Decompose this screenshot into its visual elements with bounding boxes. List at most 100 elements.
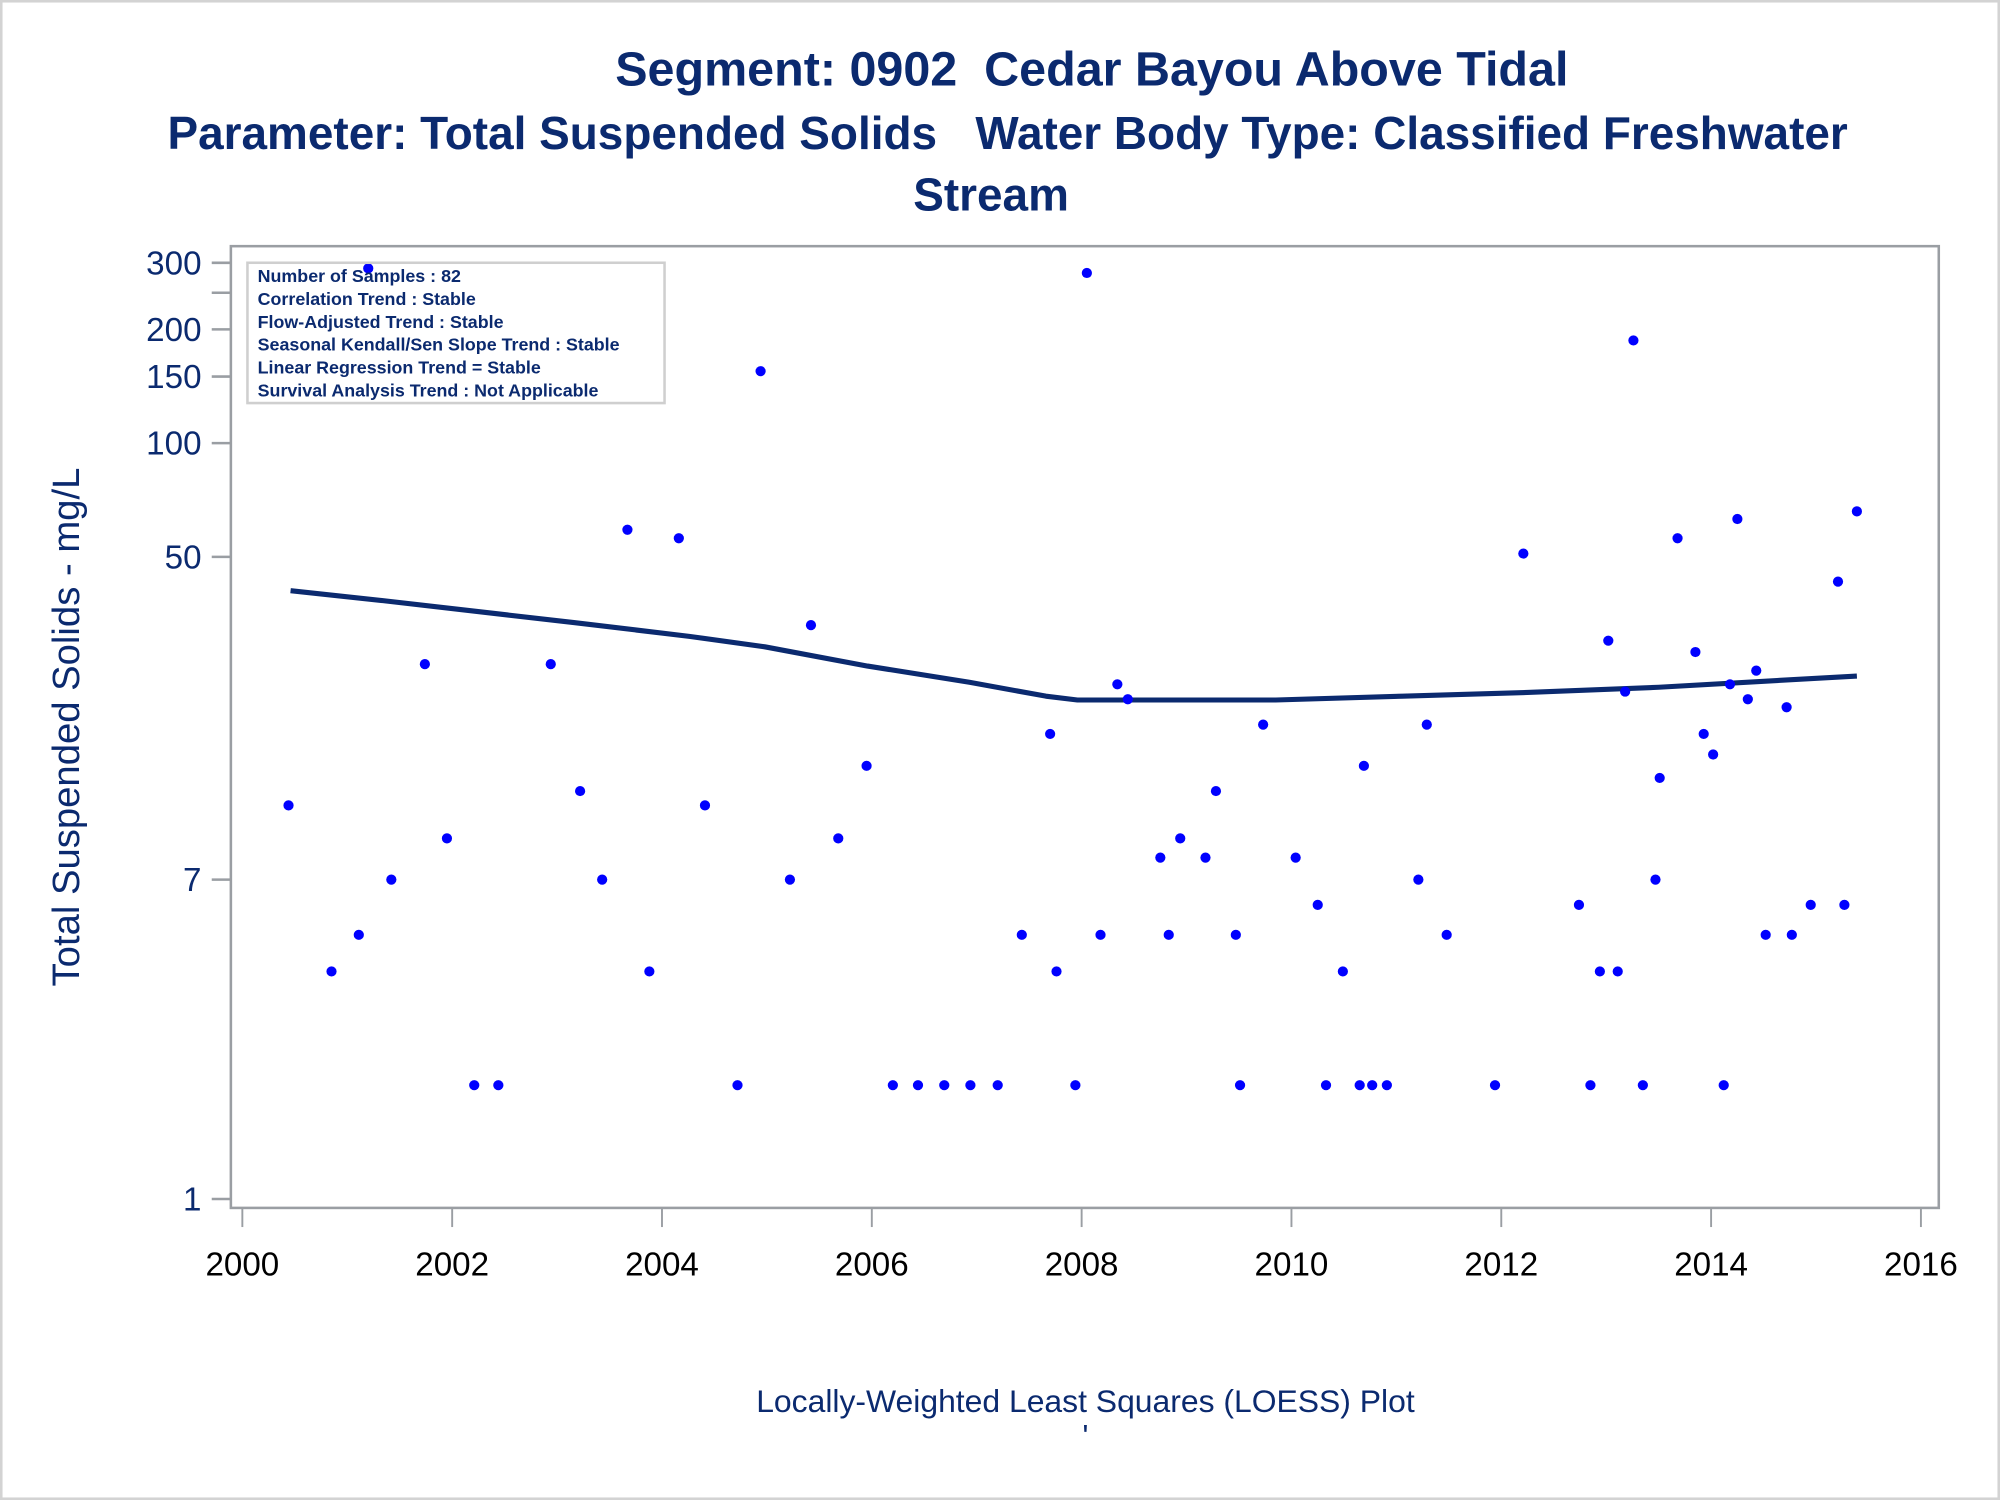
data-point	[1200, 852, 1211, 863]
x-tick-label: 2014	[1674, 1247, 1748, 1284]
data-point	[1690, 646, 1701, 658]
y-tick-label: 150	[146, 359, 201, 396]
x-tick-label: 2008	[1045, 1247, 1119, 1284]
data-point	[1851, 506, 1862, 517]
data-point	[575, 785, 586, 797]
data-point	[1367, 1080, 1378, 1091]
data-point	[1781, 702, 1792, 713]
data-point	[1312, 899, 1323, 910]
inset-line: Survival Analysis Trend : Not Applicable	[258, 381, 599, 401]
sample-points	[283, 263, 1862, 1091]
x-tick-label: 2000	[205, 1247, 279, 1284]
x-tick-label: 2006	[835, 1247, 909, 1284]
data-point	[1698, 728, 1709, 740]
data-point	[1122, 694, 1133, 705]
y-axis-label: Total Suspended Solids - mg/L	[45, 468, 88, 987]
data-point	[1612, 966, 1623, 977]
data-point	[419, 659, 430, 670]
data-point	[1708, 749, 1719, 760]
data-point	[699, 800, 711, 811]
data-point	[965, 1080, 976, 1091]
data-point	[1650, 874, 1661, 885]
data-point	[1112, 679, 1123, 690]
data-point	[622, 524, 633, 535]
x-tick-label: 2016	[1884, 1247, 1958, 1284]
y-tick-label: 100	[146, 426, 201, 463]
data-point	[326, 966, 337, 977]
data-point	[1095, 929, 1106, 940]
inset-line: Number of Samples : 82	[258, 266, 461, 286]
plot-area	[229, 244, 1941, 1210]
data-point	[1290, 852, 1301, 863]
data-point	[1210, 785, 1222, 797]
data-point	[1603, 635, 1614, 646]
data-point	[1594, 966, 1605, 977]
data-point	[1805, 899, 1816, 910]
x-axis: 2000 2002 2004 2006 2008 2010 2012 2014 2016	[205, 1207, 1958, 1284]
stats-inset: Number of Samples : 82 Correlation Trend…	[246, 261, 666, 405]
data-point	[755, 366, 766, 377]
data-point	[1320, 1080, 1332, 1091]
data-point	[1230, 929, 1241, 940]
inset-line: Seasonal Kendall/Sen Slope Trend : Stabl…	[258, 335, 620, 355]
data-point	[1081, 267, 1092, 279]
data-point	[1337, 966, 1348, 977]
y-tick-label: 1	[183, 1181, 201, 1218]
data-point	[1628, 335, 1639, 346]
data-point	[1585, 1080, 1596, 1091]
data-point	[805, 620, 817, 631]
inset-line: Linear Regression Trend = Stable	[258, 358, 541, 378]
data-point	[1839, 899, 1850, 910]
inset-line: Flow-Adjusted Trend : Stable	[258, 312, 504, 332]
data-point	[1381, 1080, 1392, 1091]
footnote-mark: '	[1082, 1417, 1088, 1453]
data-point	[441, 833, 453, 844]
data-point	[1234, 1080, 1246, 1091]
data-point	[784, 874, 796, 885]
data-point	[644, 966, 655, 977]
data-point	[1175, 833, 1186, 844]
data-point	[1672, 533, 1683, 544]
inset-box	[246, 261, 666, 405]
data-point	[1441, 929, 1452, 940]
data-point	[912, 1080, 924, 1091]
data-point	[1354, 1080, 1365, 1091]
chart-subtitle-1: Parameter: Total Suspended Solids Water …	[168, 107, 1848, 159]
footnote: Locally-Weighted Least Squares (LOESS) P…	[756, 1383, 1415, 1419]
data-point	[1742, 694, 1753, 705]
data-point	[887, 1080, 898, 1091]
data-point	[1832, 576, 1844, 587]
y-tick-label: 50	[165, 539, 202, 576]
chart-subtitle-2: Stream	[913, 168, 1069, 220]
data-point	[386, 874, 397, 885]
inset-line: Correlation Trend : Stable	[258, 289, 476, 309]
data-point	[1718, 1080, 1729, 1091]
data-point	[939, 1080, 950, 1091]
data-point	[992, 1080, 1003, 1091]
data-point	[1751, 665, 1762, 676]
data-point	[1573, 899, 1585, 910]
data-point	[1016, 929, 1027, 940]
chart-title: Segment: 0902 Cedar Bayou Above Tidal	[615, 42, 1568, 96]
data-point	[1637, 1080, 1648, 1091]
y-tick-label: 200	[146, 312, 201, 349]
data-point	[545, 659, 556, 670]
data-point	[1724, 679, 1736, 690]
data-point	[1786, 929, 1797, 940]
data-point	[469, 1080, 480, 1091]
data-point	[1045, 728, 1056, 740]
data-point	[861, 760, 872, 771]
x-tick-label: 2004	[625, 1247, 699, 1284]
data-point	[1155, 852, 1166, 863]
loess-line	[290, 588, 1858, 703]
loess-series	[290, 588, 1858, 703]
data-point	[1489, 1080, 1501, 1091]
data-point	[283, 800, 294, 811]
x-tick-label: 2012	[1464, 1247, 1538, 1284]
data-point	[1760, 929, 1771, 940]
y-tick-label: 7	[183, 862, 201, 899]
data-point	[353, 929, 364, 940]
y-tick-label: 300	[146, 245, 201, 282]
